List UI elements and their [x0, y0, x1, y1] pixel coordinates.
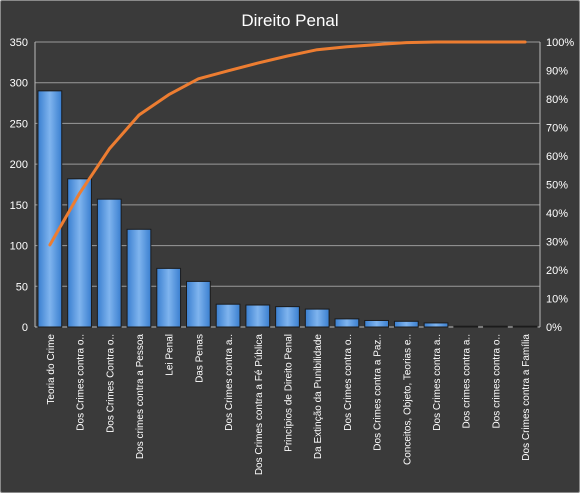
bar: [304, 308, 330, 328]
bar: [37, 90, 63, 328]
left-tick-label: 50: [16, 281, 28, 293]
right-tick-label: 0%: [546, 322, 562, 334]
bar: [423, 322, 449, 328]
category-label: Dos Crimes contra a Família: [521, 334, 532, 461]
cumulative-line-series: [48, 40, 527, 247]
right-tick-label: 100%: [546, 37, 574, 49]
right-tick-label: 60%: [546, 151, 568, 163]
right-tick-label: 30%: [546, 237, 568, 249]
chart-title: Direito Penal: [241, 11, 338, 30]
category-label: Dos crimes contra o..: [491, 334, 502, 428]
bar: [483, 325, 508, 328]
right-tick-label: 50%: [546, 180, 568, 192]
left-tick-label: 200: [10, 159, 28, 171]
bar: [364, 319, 389, 328]
category-label: Teoria do Crime: [46, 334, 57, 405]
category-label: Princípios de Direito Penal: [284, 334, 295, 452]
left-tick-label: 100: [10, 241, 28, 253]
category-label: Dos crimes contra a..: [462, 334, 473, 428]
category-label: Lei Penal: [165, 334, 176, 376]
category-label: Dos Crimes contra o..: [343, 334, 354, 431]
bar: [67, 178, 92, 328]
left-axis-ticks: 0 50 100 150 200 250 300 350: [10, 37, 28, 334]
right-tick-label: 40%: [546, 208, 568, 220]
category-labels: Teoria do Crime Dos Crimes contra o.. Dos …: [46, 334, 532, 476]
category-label: Dos Crimes contra a Paz..: [373, 334, 384, 451]
right-axis-ticks: 0% 10% 20% 30% 40% 50% 60% 70% 80% 90% 100%: [546, 37, 574, 334]
bar: [215, 303, 241, 328]
left-tick-label: 350: [10, 37, 28, 49]
left-tick-label: 250: [10, 118, 28, 130]
right-tick-label: 70%: [546, 123, 568, 135]
right-tick-label: 10%: [546, 294, 568, 306]
bar: [186, 280, 211, 328]
category-label: Dos Crimes contra a..: [432, 334, 443, 431]
cumulative-line: [48, 40, 527, 247]
right-tick-label: 20%: [546, 265, 568, 277]
bar: [245, 304, 271, 328]
right-tick-label: 80%: [546, 94, 568, 106]
bar: [156, 267, 182, 328]
category-label: Das Penas: [194, 334, 205, 383]
bar: [512, 325, 538, 328]
bar-series: [37, 90, 538, 328]
bar: [96, 198, 122, 328]
bar: [275, 306, 300, 328]
bar: [126, 228, 152, 328]
right-tick-label: 90%: [546, 66, 568, 78]
bar: [453, 325, 479, 328]
category-label: Dos Crimes Contra o..: [105, 334, 116, 433]
left-tick-label: 150: [10, 200, 28, 212]
category-label: Dos crimes contra a Pessoa: [135, 334, 146, 459]
category-label: Dos Crimes contra o..: [76, 334, 87, 431]
bar: [393, 320, 419, 328]
left-tick-label: 300: [10, 78, 28, 90]
category-label: Dos Crimes contra a..: [224, 334, 235, 431]
category-label: Conceitos, Objeto, Teorias e..: [402, 334, 413, 465]
category-label: Dos Crimes contra a Fé Pública: [254, 334, 265, 476]
category-label: Da Extinção da Punibilidade: [313, 334, 324, 460]
bar: [334, 318, 360, 328]
left-tick-label: 0: [22, 322, 28, 334]
